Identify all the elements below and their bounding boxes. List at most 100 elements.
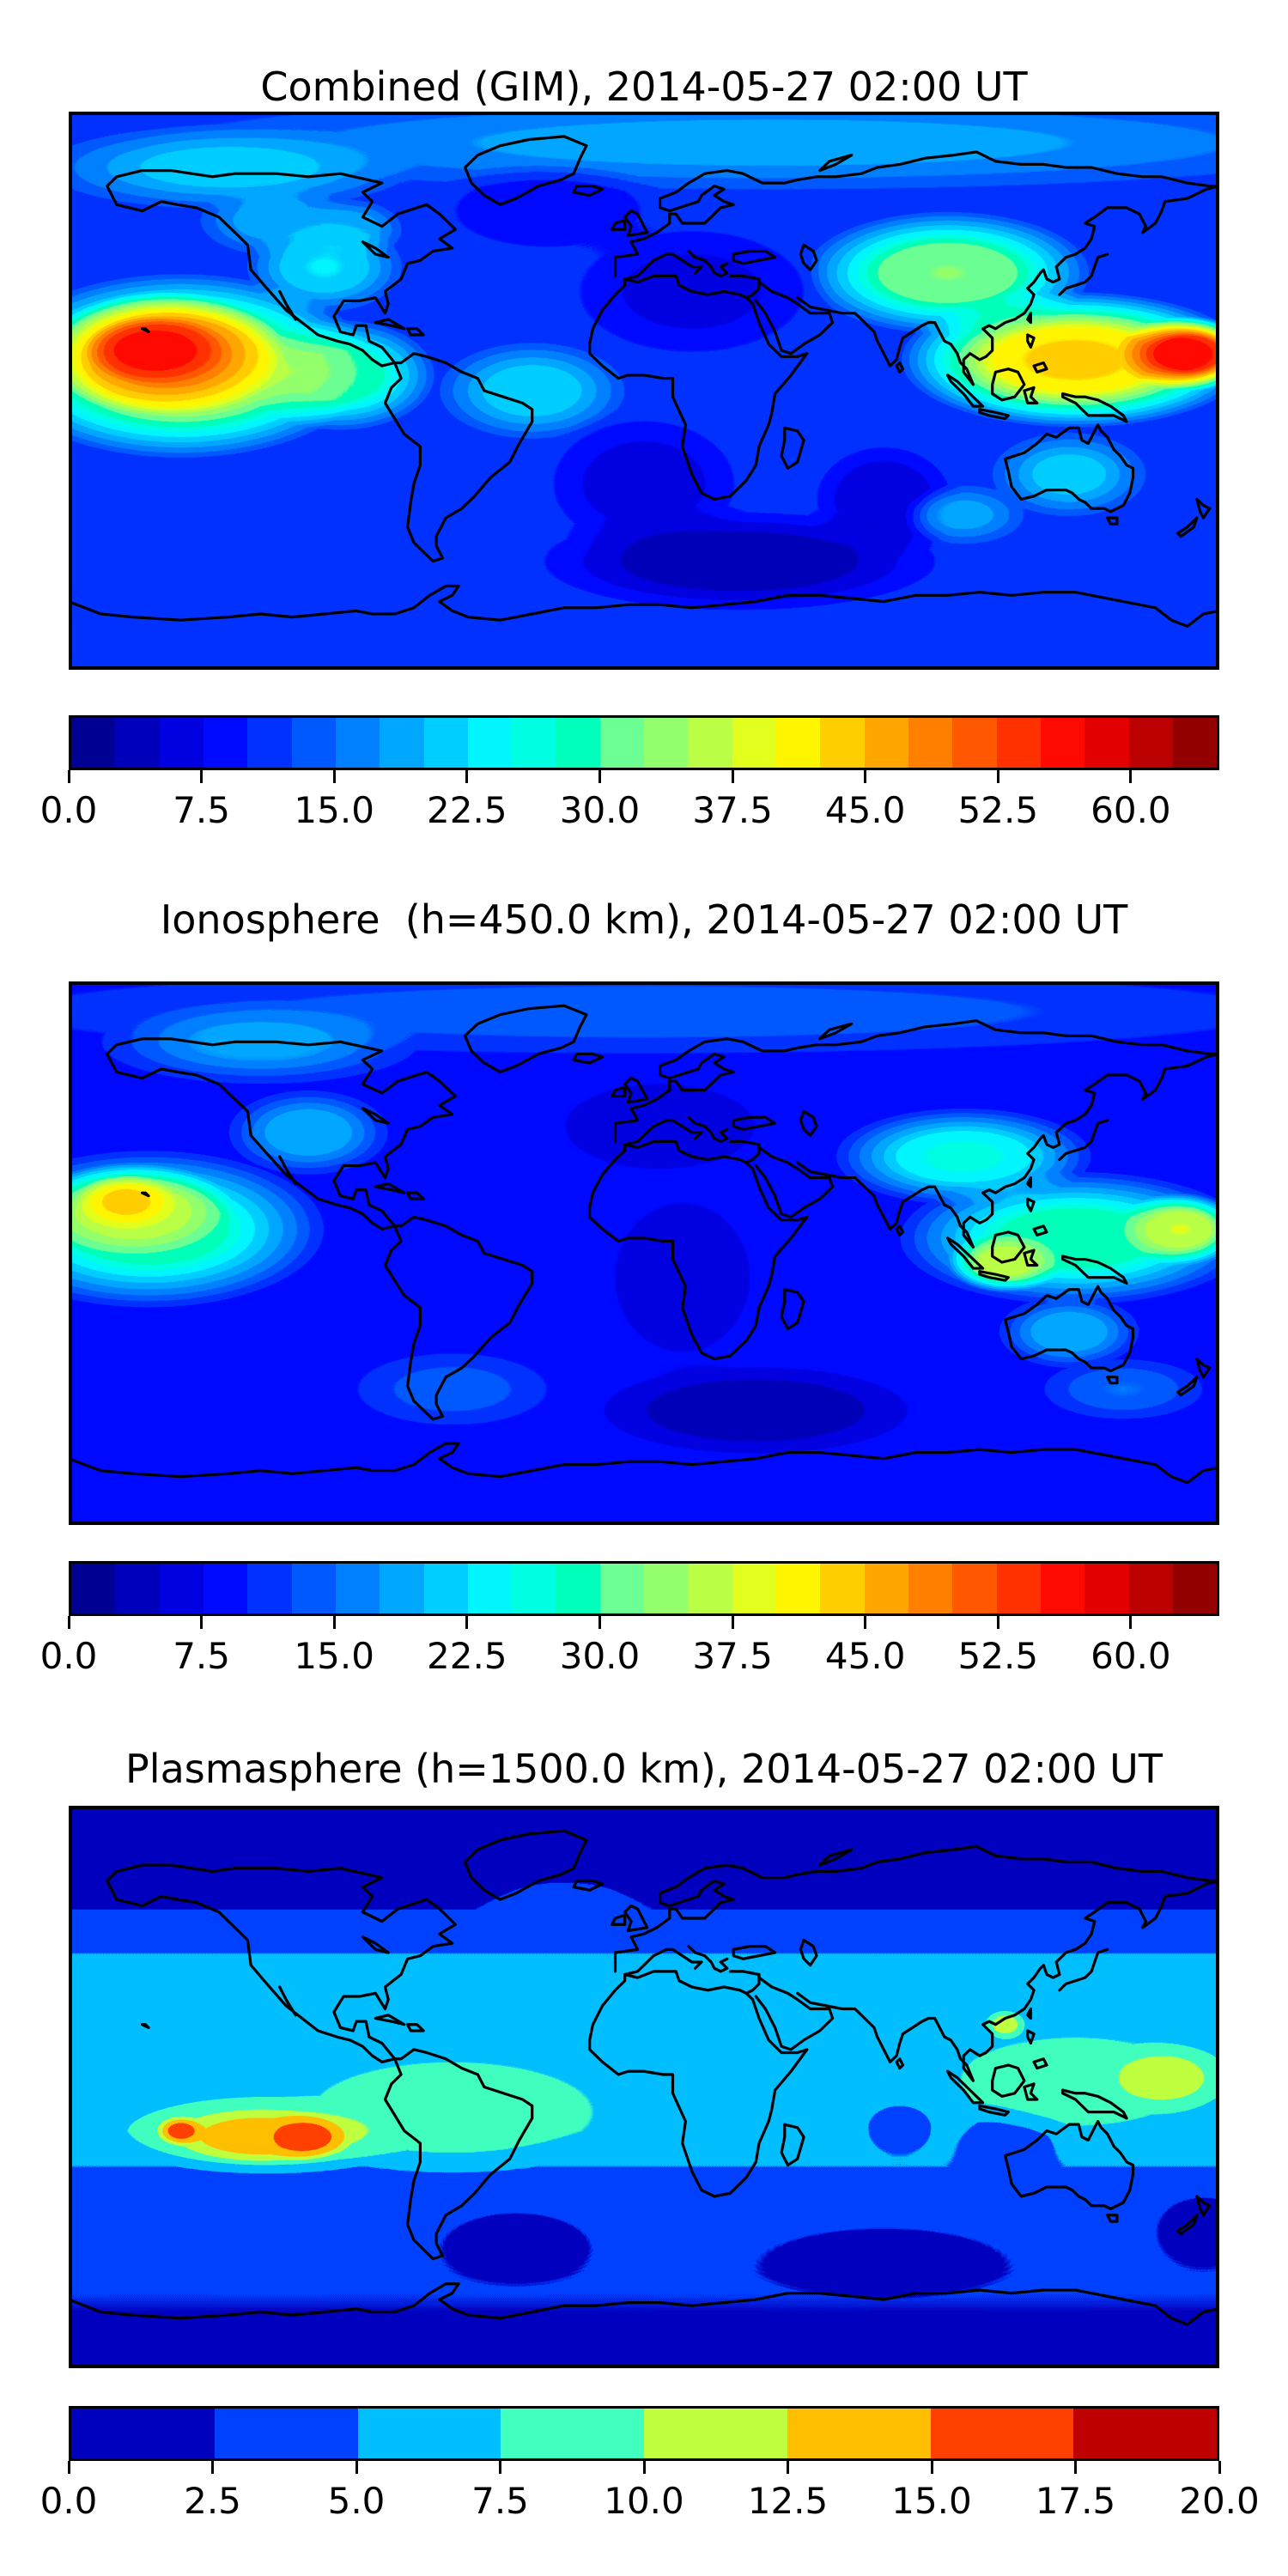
colorbar-tick <box>465 770 469 783</box>
colorbar-segment <box>820 718 865 768</box>
panel-combined: Combined (GIM), 2014-05-27 02:00 UT 0.0 7… <box>0 0 1288 859</box>
colorbar-tick <box>200 770 204 783</box>
colorbar-segment <box>908 718 953 768</box>
colorbar-segment <box>996 1564 1041 1613</box>
colorbar-segment <box>996 718 1041 768</box>
colorbar-segment <box>214 2409 358 2458</box>
colorbar-segment <box>599 718 645 768</box>
colorbar-segment <box>380 718 424 768</box>
map-ionosphere <box>69 981 1219 1525</box>
colorbar-tick <box>731 1616 734 1629</box>
colorbar-tick <box>211 2461 214 2474</box>
panel-title-plasmasphere: Plasmasphere (h=1500.0 km), 2014-05-27 0… <box>125 1746 1163 1792</box>
colorbar-segment <box>247 1564 292 1613</box>
colorbar-segment <box>908 1564 953 1613</box>
colorbar-combined <box>69 715 1219 770</box>
colorbar-segment <box>423 1564 468 1613</box>
colorbar-tick-label: 0.0 <box>39 1635 98 1677</box>
colorbar-segment <box>159 1564 204 1613</box>
colorbar-tick-label: 15.0 <box>294 789 374 831</box>
colorbar-segment <box>71 2409 215 2458</box>
colorbar-segment <box>599 1564 645 1613</box>
colorbar-tick <box>200 1616 204 1629</box>
colorbar-segment <box>1128 1564 1173 1613</box>
colorbar-ionosphere <box>69 1561 1219 1616</box>
colorbar-segment <box>688 1564 732 1613</box>
colorbar-tick-label: 0.0 <box>39 2480 98 2522</box>
panel-ionosphere: Ionosphere (h=450.0 km), 2014-05-27 02:0… <box>0 859 1288 1717</box>
colorbar-tick-label: 52.5 <box>957 789 1039 831</box>
colorbar-segment <box>556 1564 600 1613</box>
colorbar-plasmasphere <box>69 2406 1219 2461</box>
colorbar-segment <box>1128 718 1173 768</box>
colorbar-segment <box>1172 718 1218 768</box>
colorbar-segment <box>732 1564 776 1613</box>
colorbar-segment <box>930 2409 1074 2458</box>
colorbar-tick-label: 52.5 <box>957 1635 1039 1677</box>
colorbar-tick <box>1218 2461 1221 2474</box>
panel-plasmasphere: Plasmasphere (h=1500.0 km), 2014-05-27 0… <box>0 1717 1288 2576</box>
colorbar-segment <box>952 718 997 768</box>
colorbar-tick-label: 17.5 <box>1035 2480 1116 2522</box>
colorbar-tick <box>598 1616 601 1629</box>
colorbar-tick-label: 20.0 <box>1179 2480 1260 2522</box>
colorbar-segment <box>115 718 160 768</box>
colorbar-segment <box>820 1564 865 1613</box>
map-frame <box>69 112 1219 670</box>
coastlines <box>69 135 1219 628</box>
colorbar-segment <box>952 1564 997 1613</box>
colorbar-segment <box>335 1564 380 1613</box>
colorbar-tick-label: 22.5 <box>427 1635 507 1677</box>
colorbar-tick <box>1074 2461 1077 2474</box>
colorbar-segment <box>1084 1564 1129 1613</box>
colorbar-segment <box>357 2409 501 2458</box>
colorbar-tick <box>930 2461 933 2474</box>
colorbar-tick-label: 2.5 <box>184 2480 241 2522</box>
colorbar-tick <box>731 770 734 783</box>
contour-map-ionosphere <box>69 981 1219 1525</box>
colorbar-segment <box>1040 1564 1085 1613</box>
colorbar-segment <box>644 2409 787 2458</box>
colorbar-tick <box>332 770 336 783</box>
colorbar-segment <box>291 718 336 768</box>
colorbar-segment <box>335 718 380 768</box>
colorbar-segment <box>501 2409 644 2458</box>
colorbar-segment <box>864 1564 908 1613</box>
colorbar-tick <box>787 2461 789 2474</box>
colorbar-tick <box>996 1616 999 1629</box>
colorbar-tick-label: 10.0 <box>604 2480 684 2522</box>
colorbar-tick-label: 30.0 <box>559 789 641 831</box>
colorbar-segment <box>864 718 908 768</box>
colorbar-tick-label: 45.0 <box>824 1635 906 1677</box>
map-frame <box>69 981 1219 1525</box>
colorbar-segment <box>512 1564 556 1613</box>
panel-title-combined: Combined (GIM), 2014-05-27 02:00 UT <box>260 64 1028 110</box>
colorbar-tick <box>67 1616 70 1629</box>
colorbar-segment <box>467 718 513 768</box>
colorbar-segment <box>512 718 556 768</box>
colorbar-segment <box>1172 1564 1218 1613</box>
colorbar-tick-label: 60.0 <box>1091 789 1171 831</box>
colorbar-tick-label: 0.0 <box>39 789 98 831</box>
coastlines <box>69 1829 1219 2326</box>
colorbar-segment <box>423 718 468 768</box>
colorbar-tick <box>1129 1616 1133 1629</box>
colorbar-segment <box>644 1564 689 1613</box>
colorbar-segment <box>1040 718 1085 768</box>
map-frame <box>69 1806 1219 2368</box>
coastlines <box>69 1004 1219 1485</box>
colorbar-tick <box>864 770 867 783</box>
colorbar-tick-label: 60.0 <box>1091 1635 1171 1677</box>
colorbar-tick-label: 45.0 <box>824 789 906 831</box>
colorbar-segment <box>115 1564 160 1613</box>
colorbar-tick-label: 7.5 <box>471 2480 529 2522</box>
colorbar-tick-label: 22.5 <box>427 789 507 831</box>
colorbar-tick <box>642 2461 646 2474</box>
colorbar-segment <box>787 2409 931 2458</box>
colorbar-segment <box>776 1564 821 1613</box>
colorbar-segment <box>159 718 204 768</box>
colorbar-tick-label: 7.5 <box>173 1635 230 1677</box>
colorbar-tick-label: 15.0 <box>891 2480 972 2522</box>
colorbar-tick-label: 12.5 <box>747 2480 829 2522</box>
